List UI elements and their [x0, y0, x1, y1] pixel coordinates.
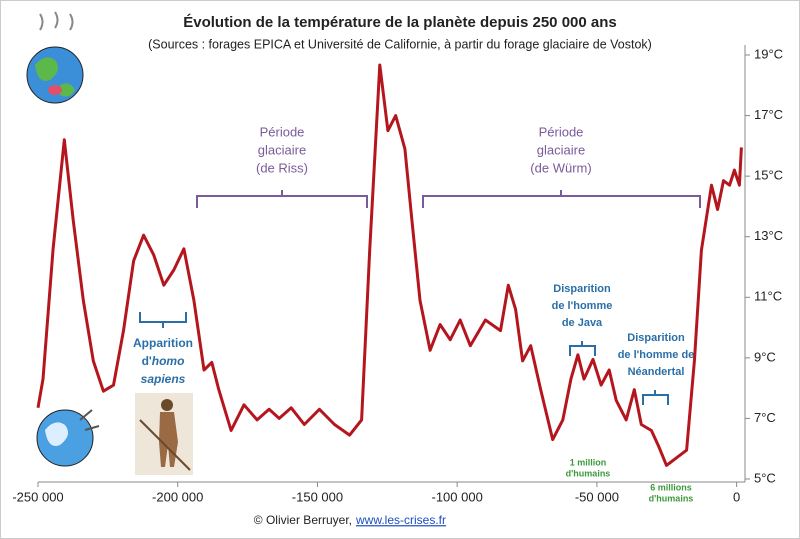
x-tick-label: 0 — [733, 489, 740, 504]
annotation: sapiens — [141, 372, 186, 386]
x-tick-label: -250 000 — [12, 489, 63, 504]
annotation: (de Riss) — [256, 160, 308, 175]
annotation: de l'homme — [552, 300, 613, 312]
annotation: Période — [260, 124, 305, 139]
annotation-part: homo — [152, 354, 185, 368]
footer-link[interactable]: www.les-crises.fr — [355, 513, 446, 527]
y-tick-label: 5°C — [754, 470, 776, 485]
annotation: glaciaire — [258, 142, 306, 157]
y-tick-label: 9°C — [754, 349, 776, 364]
annotation: de l'homme de — [618, 349, 695, 361]
annotation: d'humains — [566, 468, 611, 478]
temperature-line — [36, 63, 743, 467]
chart-subtitle: (Sources : forages EPICA et Université d… — [148, 37, 652, 51]
y-tick-label: 13°C — [754, 228, 783, 243]
wurm-bracket — [422, 190, 701, 208]
cold-earth-icon — [36, 409, 100, 467]
annotation: Néandertal — [628, 366, 685, 378]
java-bracket — [569, 341, 596, 356]
y-tick-label: 15°C — [754, 168, 783, 183]
annotation: de Java — [562, 317, 603, 329]
y-tick-label: 17°C — [754, 107, 783, 122]
x-tick-label: -150 000 — [292, 489, 343, 504]
annotation: Disparition — [627, 332, 685, 344]
annotation: Disparition — [553, 283, 611, 295]
hot-earth-icon — [26, 11, 84, 104]
y-tick-label: 11°C — [754, 289, 782, 304]
sapiens-bracket — [139, 312, 187, 328]
x-tick-label: -100 000 — [432, 489, 483, 504]
homo-sapiens-image — [135, 393, 193, 475]
neandertal-bracket — [642, 390, 669, 405]
annotation: 6 millions — [650, 482, 692, 492]
y-tick-label: 19°C — [754, 46, 783, 61]
annotation-part: d' — [142, 354, 152, 368]
footer-credit: © Olivier Berruyer, — [254, 513, 352, 527]
riss-bracket — [196, 190, 368, 208]
annotation: 1 million — [570, 457, 607, 467]
annotation: glaciaire — [537, 142, 585, 157]
annotation: Apparition — [133, 336, 193, 350]
x-tick-label: -50 000 — [575, 489, 619, 504]
chart-title: Évolution de la température de la planèt… — [183, 14, 616, 31]
annotation: Période — [539, 124, 584, 139]
annotation: (de Würm) — [530, 160, 591, 175]
y-tick-label: 7°C — [754, 410, 776, 425]
annotation: d'homo — [142, 354, 185, 368]
x-tick-label: -200 000 — [152, 489, 203, 504]
annotation: d'humains — [649, 493, 694, 503]
